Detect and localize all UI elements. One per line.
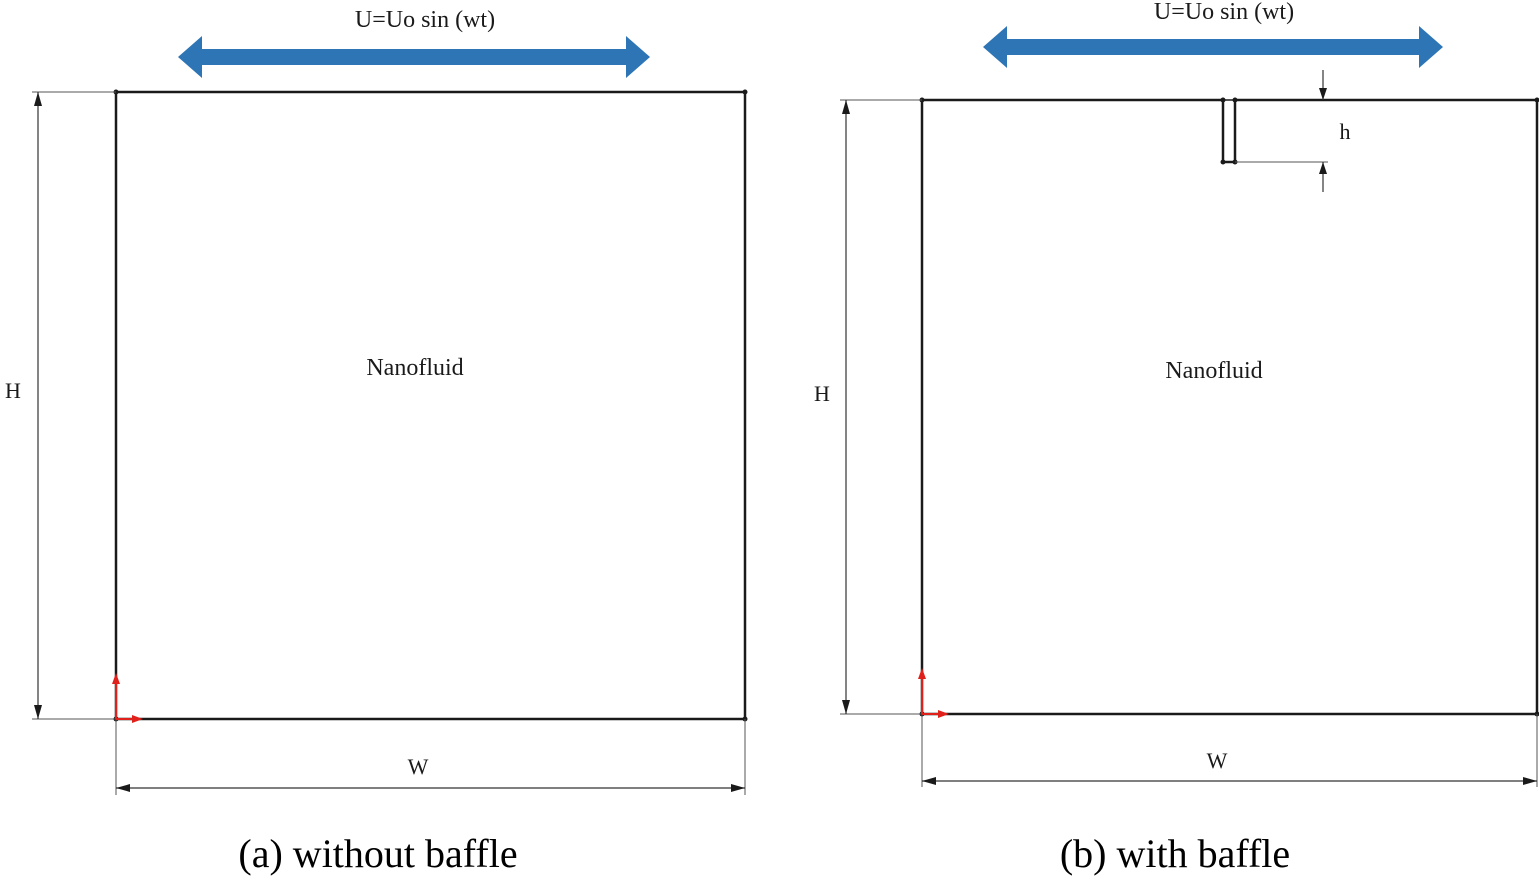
panel-b: U=Uo sin (wt) Nanofluid h H: [814, 0, 1539, 876]
fluid-label-a: Nanofluid: [366, 355, 463, 381]
velocity-label-b: U=Uo sin (wt): [1154, 0, 1294, 25]
height-label-b: H: [814, 381, 830, 406]
corner-dot: [1534, 97, 1539, 103]
width-dimension-b: [921, 714, 1538, 787]
baffle-height-dimension: [1235, 70, 1328, 192]
coordinate-axes-icon-a: [112, 673, 143, 723]
oscillation-double-arrow-a: [178, 36, 650, 78]
width-label-b: W: [1207, 748, 1228, 773]
height-dimension-a: [32, 91, 116, 720]
caption-b: (b) with baffle: [1060, 831, 1290, 876]
velocity-label-a: U=Uo sin (wt): [355, 7, 495, 33]
oscillation-double-arrow-b: [983, 26, 1443, 68]
corner-dot: [742, 89, 748, 95]
baffle-height-label: h: [1340, 119, 1351, 144]
panel-a: U=Uo sin (wt) Nanofluid H W: [5, 7, 748, 876]
corner-dot: [1232, 97, 1238, 103]
coordinate-axes-icon-b: [918, 668, 949, 718]
corner-dot: [1220, 159, 1226, 165]
height-dimension-b: [840, 99, 922, 715]
baffle: [1222, 99, 1236, 163]
fluid-label-b: Nanofluid: [1165, 358, 1262, 384]
caption-a: (a) without baffle: [238, 831, 517, 876]
cavity-box-b: [920, 98, 1539, 716]
width-label-a: W: [408, 754, 429, 779]
corner-dot: [1220, 97, 1226, 103]
height-label-a: H: [5, 378, 21, 403]
width-dimension-a: [115, 719, 746, 795]
cavity-box-a: [114, 90, 747, 721]
